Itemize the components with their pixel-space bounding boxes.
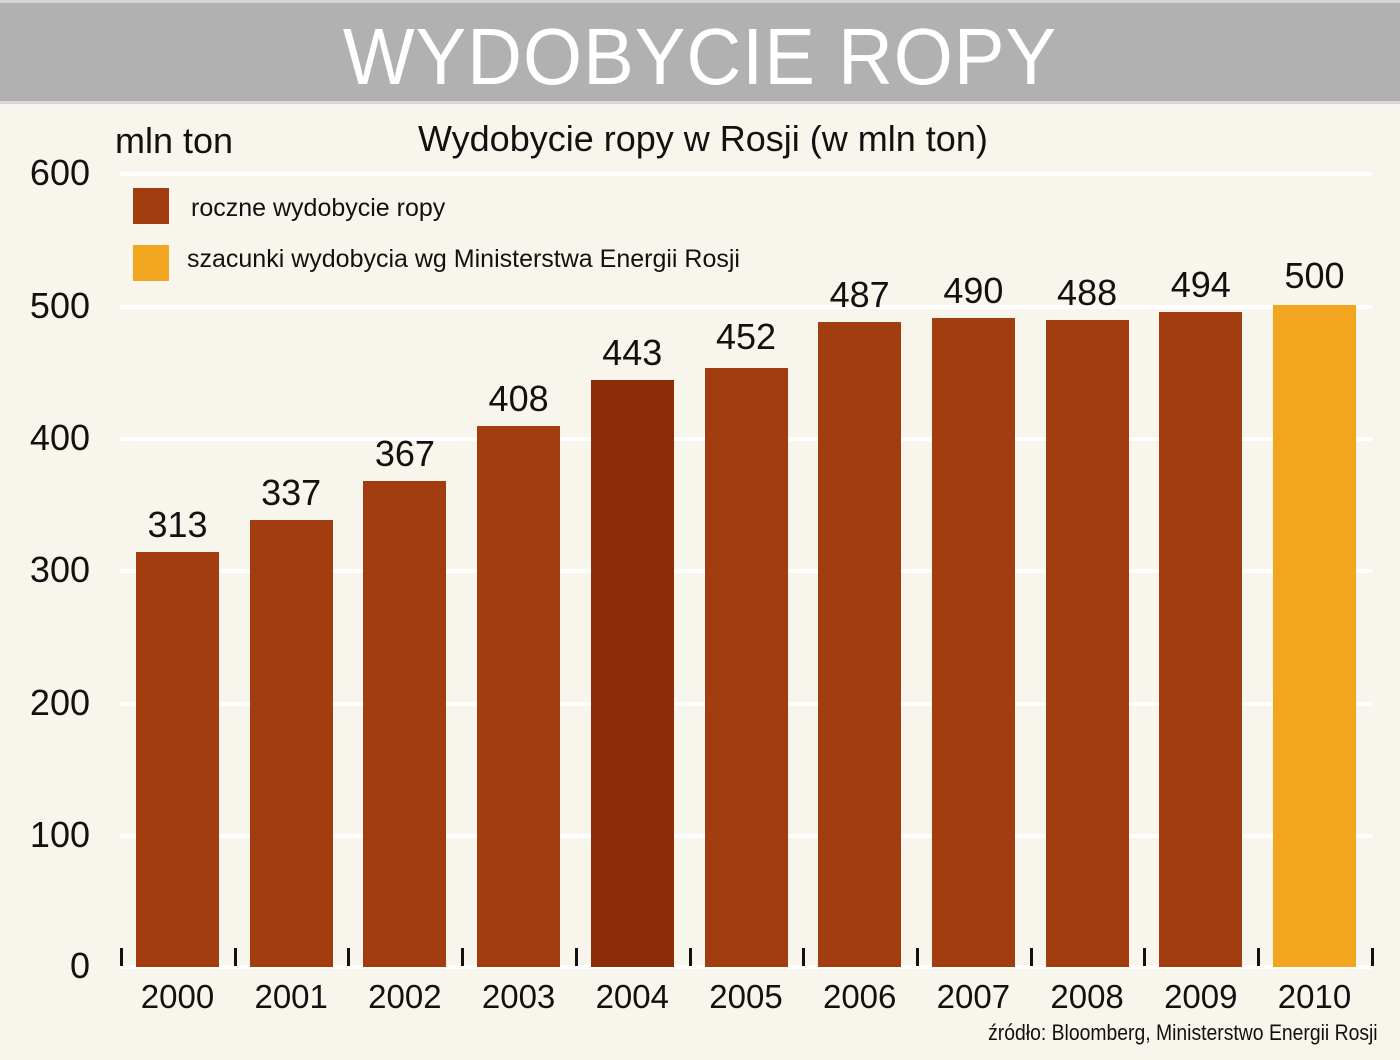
x-tick-label: 2010 <box>1277 978 1352 1015</box>
bar-2009 <box>1159 312 1243 967</box>
y-tick-label: 0 <box>69 945 90 986</box>
source-note: źródło: Bloomberg, Ministerstwo Energii … <box>988 1020 1378 1045</box>
x-tick-mark <box>688 948 692 966</box>
y-tick-label: 600 <box>29 152 90 193</box>
x-tick-mark <box>120 948 123 966</box>
x-tick-mark <box>347 948 351 966</box>
bar-2006 <box>818 321 902 967</box>
x-tick-label: 2006 <box>822 978 897 1015</box>
bar-2001 <box>249 520 333 967</box>
legend-label-actual: roczne wydobycie ropy <box>191 194 446 222</box>
y-tick-label: 100 <box>29 814 90 855</box>
x-tick-label: 2000 <box>140 978 215 1015</box>
x-tick-mark <box>1257 948 1260 966</box>
bar-2005 <box>704 368 788 967</box>
bar-2004 <box>590 380 674 967</box>
x-tick-label: 2008 <box>1050 978 1124 1015</box>
x-tick-mark <box>233 948 237 966</box>
legend-swatch-actual <box>133 188 169 224</box>
x-tick-mark <box>1029 948 1033 966</box>
bar-value-label: 494 <box>1170 264 1231 306</box>
gridline-600 <box>120 172 1372 176</box>
x-tick-label: 2007 <box>936 978 1011 1015</box>
bar-2008 <box>1045 320 1129 967</box>
bar-value-label: 487 <box>829 273 890 315</box>
x-tick-mark <box>461 948 465 966</box>
chart-title: Wydobycie ropy w Rosji (w mln ton) <box>418 118 988 159</box>
bar-value-label: 408 <box>488 378 549 420</box>
y-axis-unit-label: mln ton <box>115 120 234 161</box>
legend-swatch-estimate <box>133 245 169 281</box>
x-tick-label: 2009 <box>1164 978 1238 1015</box>
bar-value-label: 490 <box>943 269 1004 311</box>
legend-label-estimate: szacunki wydobycia wg Ministerstwa Energ… <box>187 245 740 273</box>
x-tick-label: 2001 <box>254 978 328 1015</box>
header-banner: WYDOBYCIE ROPY <box>0 0 1400 104</box>
page-title: WYDOBYCIE ROPY <box>342 12 1058 101</box>
y-tick-label: 500 <box>29 285 90 326</box>
bar-2000 <box>136 552 219 967</box>
y-tick-label: 200 <box>29 682 90 723</box>
x-tick-mark <box>802 948 806 966</box>
y-tick-label: 400 <box>29 417 90 458</box>
bar-value-label: 367 <box>374 432 435 474</box>
x-tick-mark <box>1143 948 1147 966</box>
gridline-500 <box>120 305 1372 309</box>
x-axis-baseline <box>120 965 1372 969</box>
x-tick-label: 2005 <box>709 978 783 1015</box>
x-tick-mark <box>915 948 919 966</box>
x-tick-mark <box>1370 948 1374 966</box>
x-tick-mark <box>574 948 578 966</box>
bar-value-label: 488 <box>1057 272 1118 314</box>
bar-value-label: 337 <box>261 472 322 514</box>
bar-2010 <box>1273 304 1356 967</box>
x-tick-label: 2002 <box>368 978 442 1015</box>
bar-2002 <box>363 480 447 967</box>
bar-value-label: 443 <box>602 332 663 374</box>
bar-value-label: 452 <box>715 316 777 358</box>
y-tick-label: 300 <box>29 549 90 590</box>
bar-value-label: 500 <box>1284 254 1345 296</box>
x-tick-label: 2003 <box>481 978 556 1015</box>
bar-value-label: 313 <box>147 504 208 546</box>
x-tick-label: 2004 <box>595 978 669 1015</box>
bar-2003 <box>477 426 561 967</box>
bar-2007 <box>931 317 1015 967</box>
